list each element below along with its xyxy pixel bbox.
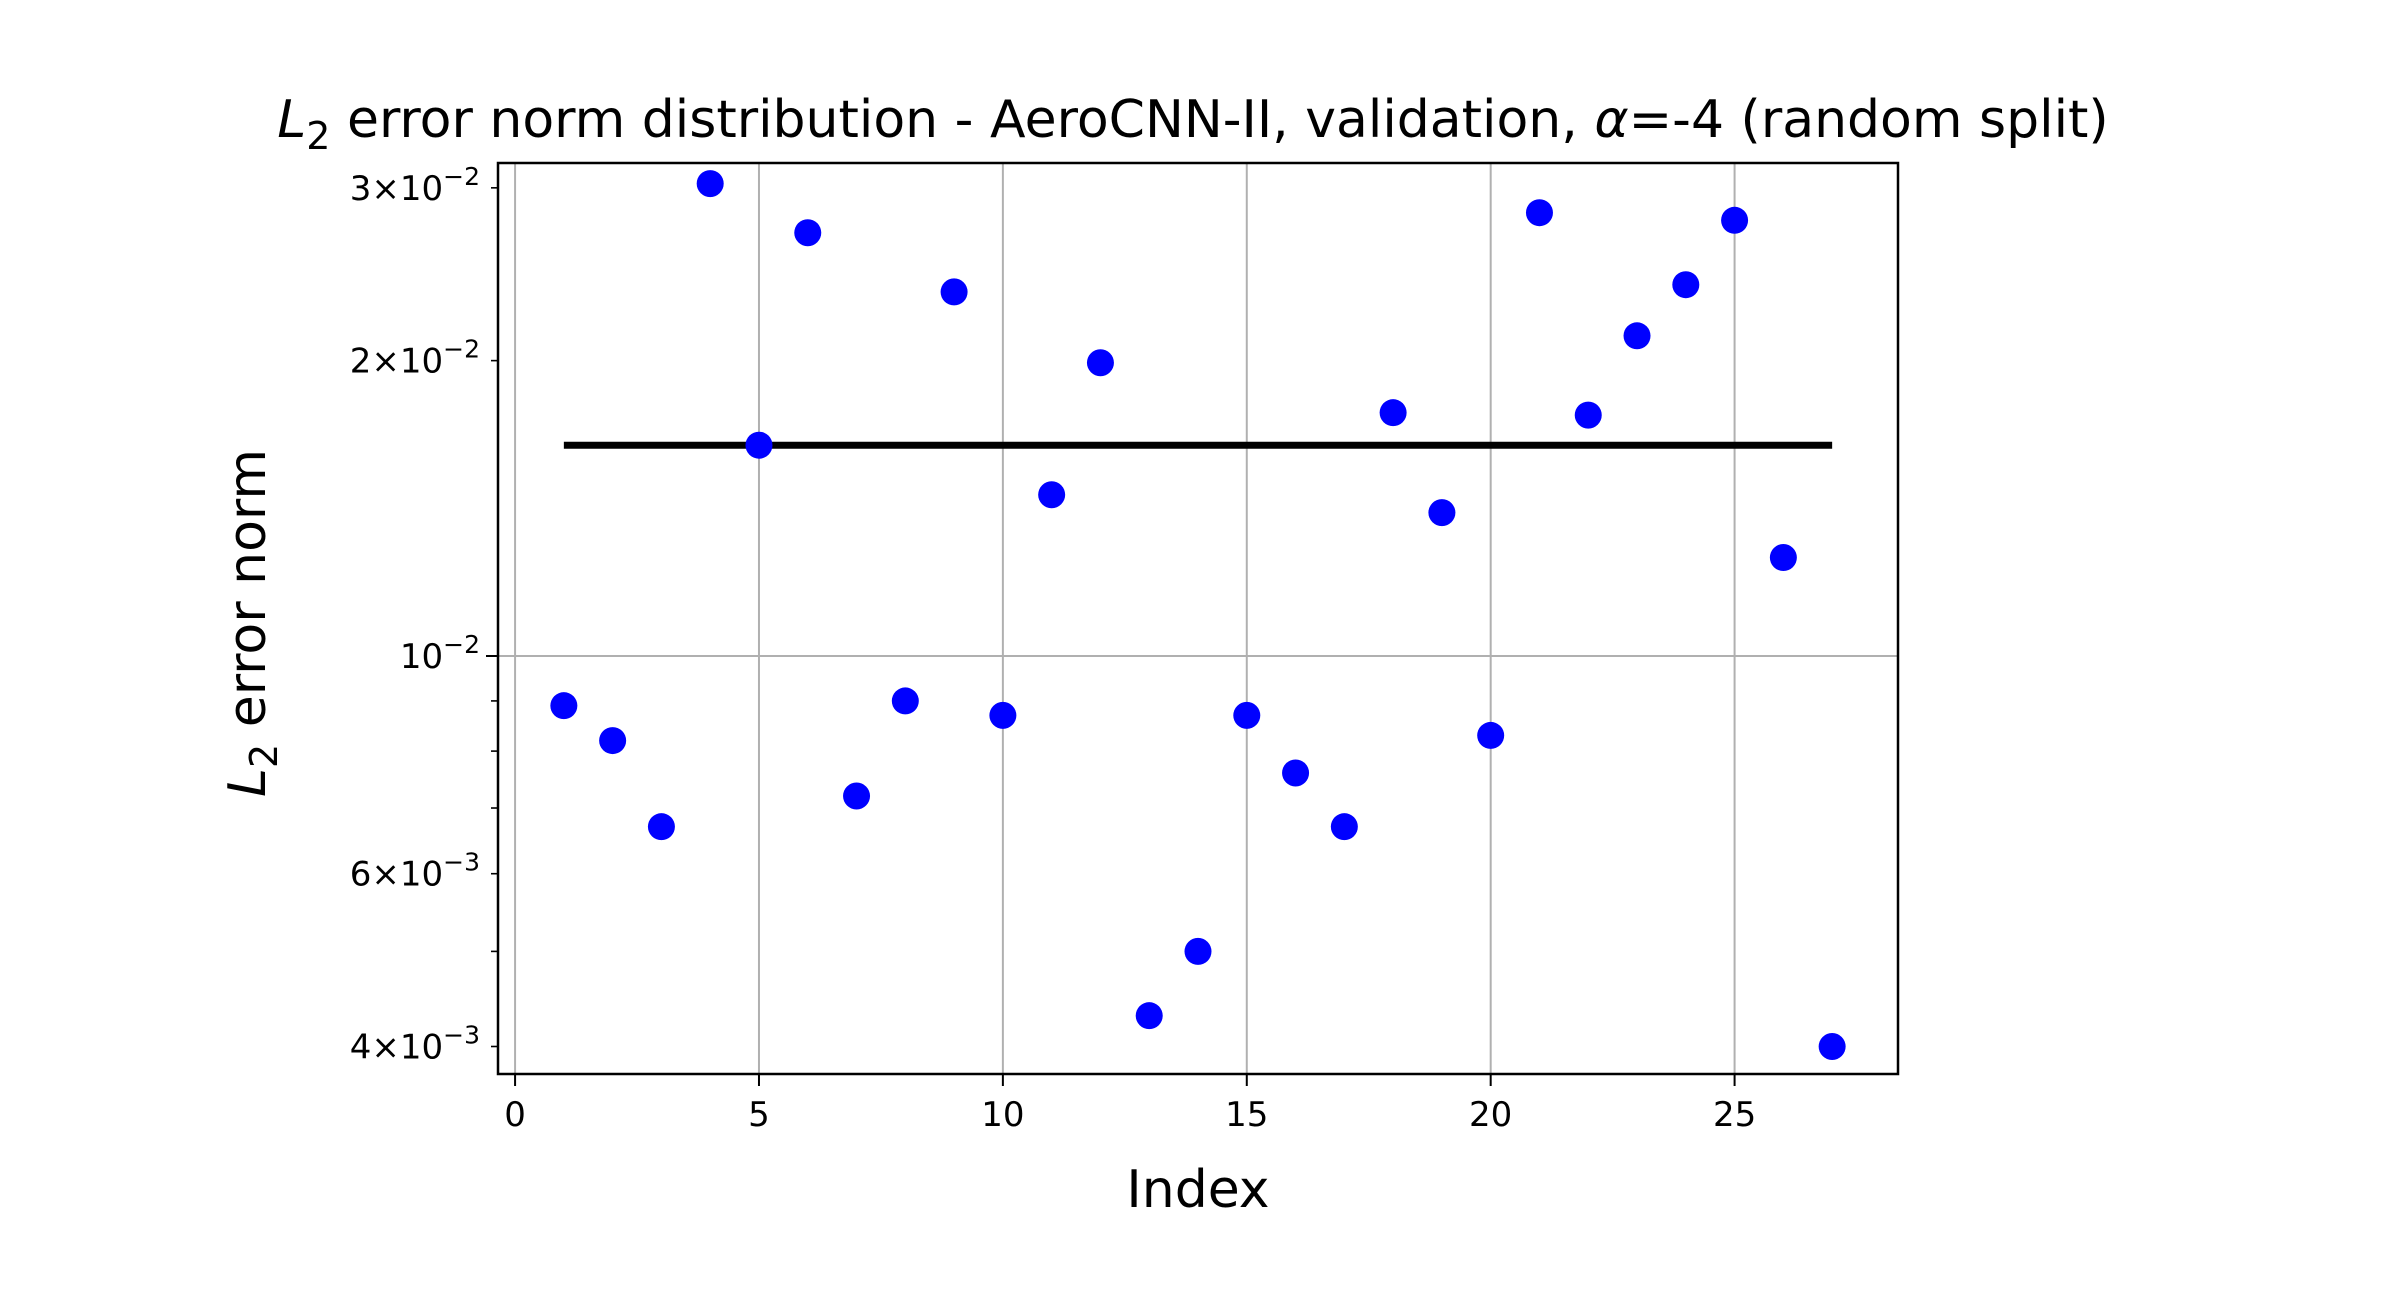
y-tick-label: 4×10−3	[350, 1020, 480, 1067]
title-subscript: 2	[306, 114, 330, 158]
data-point	[1038, 481, 1066, 509]
data-point	[1769, 544, 1797, 572]
x-tick-label: 0	[504, 1095, 526, 1135]
data-point	[745, 431, 773, 459]
data-point	[1282, 759, 1310, 787]
x-tick-label: 20	[1469, 1095, 1512, 1135]
scatter-series	[550, 170, 1846, 1060]
ylabel-subscript: 2	[242, 744, 286, 768]
x-axis-label: Index	[1126, 1160, 1269, 1220]
y-tick-label: 2×10−2	[350, 335, 480, 382]
data-point	[1379, 399, 1407, 427]
ylabel-rest: error norm	[218, 449, 278, 744]
data-point	[599, 727, 627, 755]
title-suffix: =-4 (random split)	[1629, 90, 2109, 150]
data-point	[989, 701, 1017, 729]
grid	[498, 163, 1898, 1074]
axis-ticks: 0 5 10 15 20 25 10−2 4×10−3 6×10−3 2×10−2 3×10−2	[350, 162, 1756, 1135]
y-axis-label: L2 error norm	[218, 449, 286, 797]
data-point	[1135, 1002, 1163, 1030]
y-tick-label: 10−2	[400, 630, 480, 677]
data-point	[940, 278, 968, 306]
title-alpha: α	[1594, 90, 1628, 150]
data-point	[1574, 401, 1602, 429]
data-point	[891, 687, 919, 715]
data-point	[1818, 1032, 1846, 1060]
y-tick-label: 3×10−2	[350, 162, 480, 209]
data-point	[647, 813, 675, 841]
plot-area	[496, 161, 1900, 1076]
x-tick-label: 25	[1713, 1095, 1756, 1135]
data-point	[696, 170, 724, 198]
data-point	[843, 782, 871, 810]
data-point	[1086, 349, 1114, 377]
chart-title: L2 error norm distribution - AeroCNN-II,…	[277, 90, 2108, 158]
title-middle: error norm distribution - AeroCNN-II, va…	[330, 90, 1594, 150]
data-point	[794, 219, 822, 247]
data-point	[1233, 701, 1261, 729]
ylabel-symbol: L	[218, 768, 278, 797]
data-point	[1672, 271, 1700, 299]
data-point	[1721, 206, 1749, 234]
data-point	[1330, 813, 1358, 841]
data-point	[1184, 937, 1212, 965]
data-point	[1428, 499, 1456, 527]
data-point	[1623, 322, 1651, 350]
data-point	[1525, 199, 1553, 227]
x-tick-label: 15	[1225, 1095, 1268, 1135]
data-point	[1477, 721, 1505, 749]
y-tick-label: 6×10−3	[350, 848, 480, 895]
data-point	[550, 692, 578, 720]
x-tick-label: 5	[748, 1095, 770, 1135]
x-tick-label: 10	[981, 1095, 1024, 1135]
title-symbol: L	[277, 90, 306, 150]
